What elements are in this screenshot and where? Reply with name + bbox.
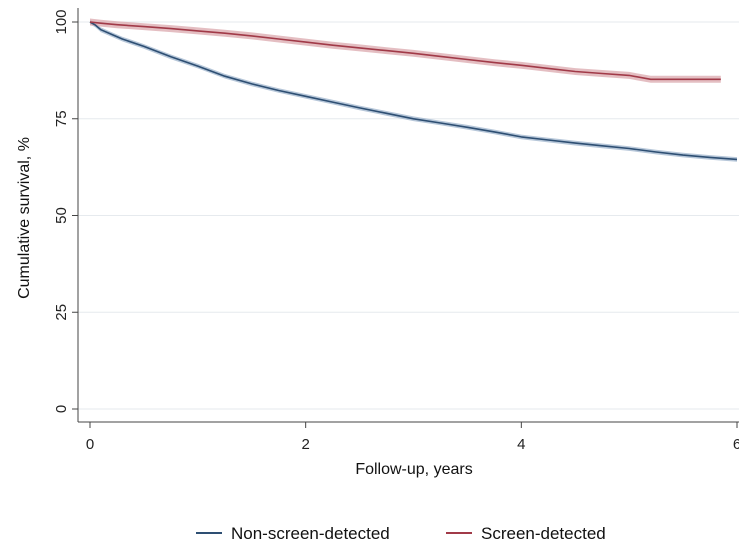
series-lines <box>89 21 738 161</box>
legend: Non-screen-detected Screen-detected <box>196 524 606 543</box>
x-tick-label-2: 2 <box>301 436 309 453</box>
x-tick-label-4: 4 <box>517 436 525 453</box>
line-screen-detected <box>89 21 721 81</box>
x-axis-title: Follow-up, years <box>355 461 472 478</box>
y-axis-title: Cumulative survival, % <box>16 137 33 299</box>
band-screen-detected <box>90 18 721 83</box>
y-tick-label-0: 0 <box>53 405 70 413</box>
y-ticks: 0 25 50 75 100 <box>53 9 78 413</box>
x-tick-label-0: 0 <box>86 436 94 453</box>
confidence-bands <box>90 18 737 162</box>
y-tick-label-75: 75 <box>53 110 70 127</box>
line-non-screen-detected <box>89 21 738 161</box>
y-tick-label-25: 25 <box>53 304 70 321</box>
x-tick-label-6: 6 <box>733 436 739 453</box>
x-ticks: 0 2 4 6 <box>86 422 739 453</box>
y-tick-label-100: 100 <box>53 9 70 34</box>
legend-label-screen-detected: Screen-detected <box>481 524 606 543</box>
legend-label-non-screen-detected: Non-screen-detected <box>231 524 390 543</box>
y-tick-label-50: 50 <box>53 207 70 224</box>
